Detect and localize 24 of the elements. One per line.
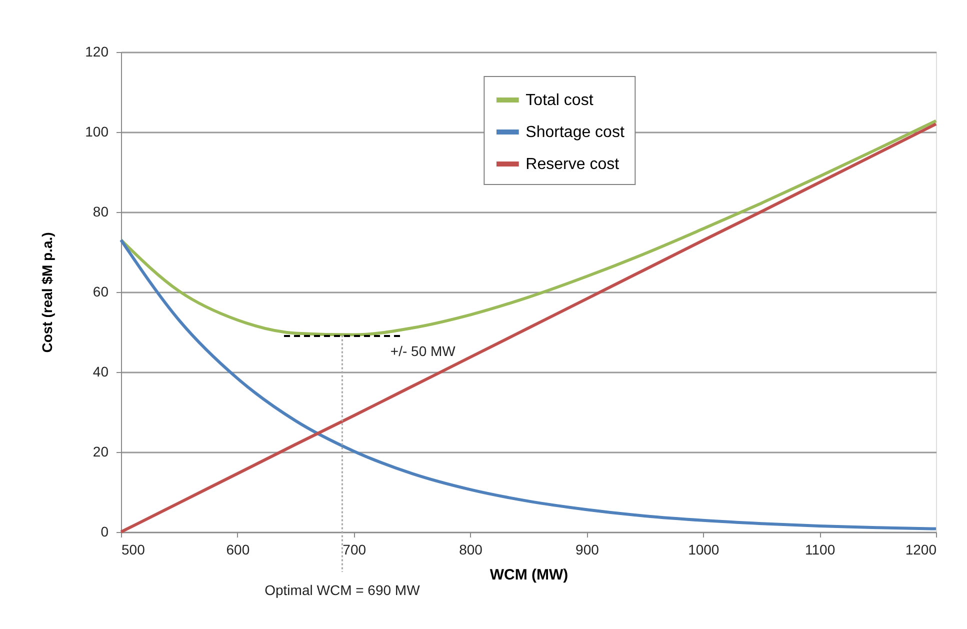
line-series — [120, 119, 938, 336]
y-tick-label: 120 — [85, 44, 109, 60]
x-tick-label: 1200 — [905, 542, 937, 558]
x-tick-label: 800 — [459, 542, 483, 558]
y-tick-label: 20 — [92, 444, 109, 460]
x-tick-label: 900 — [576, 542, 600, 558]
y-tick-label: 100 — [85, 124, 109, 140]
annotation: +/- 50 MW — [390, 343, 456, 359]
y-tick-label: 40 — [92, 364, 109, 380]
x-tick-label: 500 — [122, 542, 146, 558]
x-tick-label: 1100 — [805, 542, 836, 558]
legend-label: Reserve cost — [526, 156, 620, 173]
x-tick-label: 600 — [226, 542, 250, 558]
y-tick-label: 0 — [100, 524, 109, 540]
y-tick-label: 60 — [92, 284, 109, 300]
legend-label: Total cost — [526, 92, 594, 109]
x-tick-label: 1000 — [688, 542, 720, 558]
x-tick-label: 700 — [342, 542, 366, 558]
legend-label: Shortage cost — [526, 124, 625, 141]
line-series — [120, 238, 938, 530]
ref-line-label: Optimal WCM = 690 MW — [264, 582, 421, 598]
y-axis-title: Cost (real $M p.a.) — [39, 232, 56, 353]
x-axis-title: WCM (MW) — [490, 566, 568, 584]
y-tick-label: 80 — [92, 204, 109, 220]
